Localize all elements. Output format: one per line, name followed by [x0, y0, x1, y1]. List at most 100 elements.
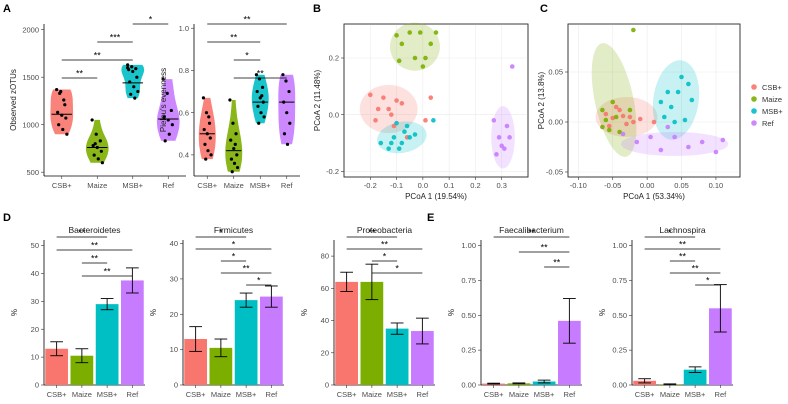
data-point-a2	[262, 115, 266, 119]
data-point-a2	[230, 170, 234, 174]
bar-e1	[558, 320, 581, 385]
data-point-a2	[207, 115, 211, 119]
y-tick-label-a2: 1.0	[179, 24, 189, 33]
data-point-a1	[135, 75, 139, 79]
data-point-a2	[287, 89, 291, 94]
data-point-a1	[92, 153, 96, 157]
bar-d3	[385, 328, 409, 385]
significance-label-d2: *	[232, 240, 236, 250]
x-tick-label-b: -0.2	[364, 181, 377, 190]
data-point-a1	[134, 67, 138, 71]
scatter-point-c	[658, 147, 664, 153]
violin-a2	[278, 74, 296, 145]
data-point-a2	[204, 157, 208, 161]
significance-label-d2: *	[232, 252, 236, 262]
data-point-a1	[99, 149, 103, 153]
y-tick-label-d1: 20	[31, 325, 39, 334]
x-tick-label-a2: CSB+	[197, 181, 217, 190]
data-point-a1	[162, 115, 166, 119]
significance-label-e1: **	[553, 258, 561, 268]
data-point-a2	[229, 157, 234, 161]
legend-label-msb: MSB+	[762, 107, 783, 116]
x-tick-label-d3: Maize	[362, 390, 382, 399]
data-point-a1	[90, 118, 94, 122]
scatter-point-c	[600, 124, 605, 130]
y-tick-label-a1: 1000	[22, 120, 39, 129]
bar-e2	[683, 369, 707, 385]
panel-letter-c: C	[540, 3, 548, 15]
data-point-a1	[166, 118, 170, 122]
plot-border-b	[343, 23, 529, 178]
scatter-point-b	[417, 30, 423, 35]
scatter-point-b	[504, 123, 510, 129]
data-point-a2	[235, 153, 239, 157]
data-point-a1	[100, 161, 104, 165]
bar-d2	[184, 339, 207, 385]
y-tick-label-e2: 1.00	[612, 241, 627, 250]
y-tick-label-a2: 0.8	[179, 66, 189, 75]
y-tick-label-e1: 0.00	[461, 381, 476, 390]
data-point-a2	[284, 79, 288, 83]
data-point-a2	[282, 132, 287, 136]
scatter-point-c	[631, 119, 636, 125]
scatter-point-c	[617, 107, 622, 113]
y-tick-label-e2: 0.25	[612, 346, 627, 355]
scatter-point-b	[399, 140, 405, 146]
scatter-point-c	[665, 89, 671, 95]
scatter-point-c	[603, 111, 609, 117]
x-tick-label-d2: CSB+	[186, 390, 206, 399]
scatter-point-c	[637, 116, 643, 122]
y-tick-label-b: -0.2	[326, 167, 339, 176]
x-tick-label-d3: CSB+	[337, 390, 357, 399]
scatter-point-b	[396, 146, 402, 151]
panel-letter-d: D	[3, 212, 11, 224]
scatter-point-b	[502, 146, 507, 151]
significance-label-d1: **	[91, 254, 99, 264]
y-tick-label-a2: 0.6	[179, 108, 189, 117]
x-tick-label-a1: Maize	[87, 181, 107, 190]
significance-label-d3: **	[381, 240, 389, 250]
y-tick-label-d3: 80	[321, 252, 329, 261]
scatter-point-b	[491, 118, 497, 123]
scatter-point-c	[627, 107, 633, 113]
x-tick-label-e2: Ref	[715, 390, 728, 399]
legend-dot-ref	[751, 120, 757, 126]
data-point-a2	[208, 136, 212, 140]
confidence-ellipse-c	[620, 132, 729, 156]
violin-a1	[121, 64, 145, 99]
significance-label-a2: **	[257, 69, 265, 79]
data-point-a1	[95, 145, 99, 150]
panel-letter-b: B	[313, 3, 321, 15]
y-tick-label-c: -0.05	[546, 168, 563, 177]
x-tick-label-e2: MSB+	[685, 390, 706, 399]
x-axis-title-b: PCoA 1 (19.54%)	[405, 192, 467, 201]
data-point-a1	[60, 113, 64, 117]
y-axis-title-d3: %	[300, 309, 309, 316]
data-point-a1	[58, 91, 62, 95]
scatter-point-b	[373, 118, 378, 123]
x-tick-label-c: 0.10	[709, 181, 724, 190]
scatter-point-b	[386, 146, 391, 151]
y-tick-label-d2: 10	[170, 345, 178, 354]
scatter-point-c	[672, 119, 677, 125]
data-point-a2	[288, 121, 292, 125]
data-point-a1	[136, 89, 140, 94]
x-axis-title-c: PCoA 1 (53.34%)	[623, 192, 685, 201]
significance-label-a1: **	[76, 69, 84, 79]
scatter-point-b	[367, 92, 373, 98]
data-point-a1	[169, 108, 173, 113]
scatter-point-b	[509, 64, 515, 69]
data-point-a1	[133, 96, 137, 100]
bar-d1	[121, 280, 144, 385]
scatter-point-b	[399, 101, 405, 106]
legend-dot-msb	[751, 108, 757, 114]
panel-letter-e: E	[427, 212, 434, 224]
y-tick-label-e2: 0.75	[612, 276, 627, 285]
scatter-point-b	[389, 140, 394, 146]
y-tick-label-d1: 0	[35, 381, 39, 390]
plot-frame-b	[343, 23, 529, 178]
data-point-a1	[65, 132, 69, 136]
data-point-a2	[256, 104, 260, 108]
scatter-point-b	[431, 118, 436, 123]
data-point-a1	[130, 65, 134, 69]
